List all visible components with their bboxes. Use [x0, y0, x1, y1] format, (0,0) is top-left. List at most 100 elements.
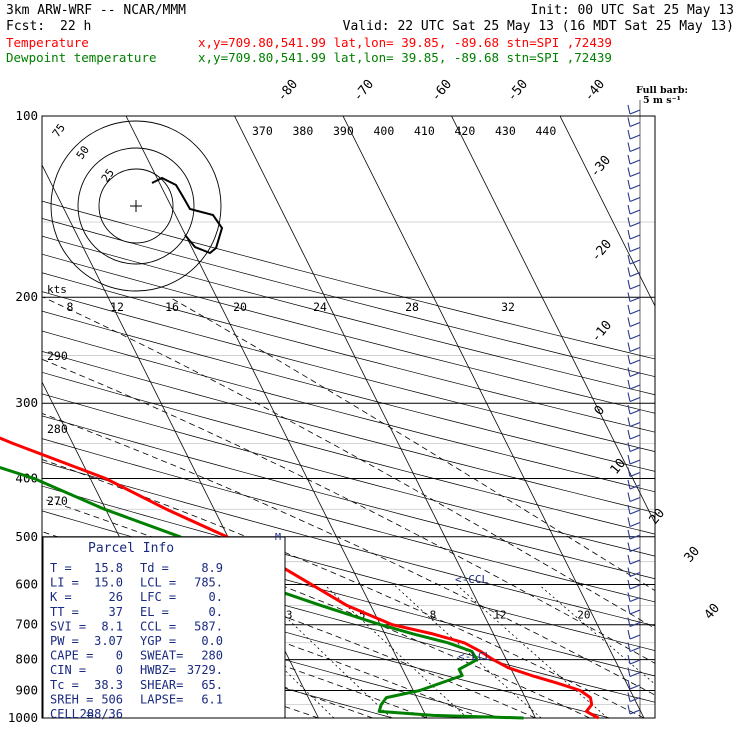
wind-barb — [627, 267, 641, 278]
wind-barb-shaft — [629, 184, 641, 190]
wind-barb — [627, 392, 641, 403]
theta-label: 420 — [455, 124, 476, 138]
theta-label: 430 — [495, 124, 516, 138]
parcel-info-key: CCL = — [140, 619, 176, 633]
wind-barb-flag — [627, 179, 631, 190]
parcel-info-value: 785. — [194, 576, 223, 590]
parcel-info-value: 15.8 — [94, 561, 123, 575]
wind-barb — [627, 117, 641, 128]
legend-temperature: Temperature — [6, 35, 89, 50]
wind-barb — [627, 704, 641, 715]
theta-label: 380 — [293, 124, 314, 138]
wind-barb — [627, 279, 641, 290]
isotherm-line — [342, 116, 645, 718]
wind-barb-flag — [627, 417, 631, 427]
wind-barb-flag — [627, 304, 631, 315]
dry-adiabat-line — [42, 485, 655, 651]
wind-barb-shaft — [629, 209, 641, 215]
wind-barb-flag — [627, 217, 631, 227]
wind-barb-shaft — [629, 634, 641, 640]
wind-barb-shaft — [629, 559, 641, 565]
parcel-info-value: 0 — [116, 663, 123, 677]
wind-barb — [627, 342, 641, 353]
parcel-info-key: SREH = — [50, 692, 93, 706]
wind-barb — [627, 454, 641, 465]
wind-barb-shaft — [629, 609, 641, 615]
pressure-tick-label: 300 — [15, 395, 38, 410]
wind-barb — [627, 192, 641, 203]
moist-adiabat-line — [42, 459, 645, 718]
wind-barb — [627, 692, 641, 703]
parcel-info-key: LCL = — [140, 576, 176, 590]
wind-barb-shaft — [629, 434, 641, 440]
parcel-info-value: 8.9 — [201, 561, 223, 575]
wind-barb — [627, 654, 641, 665]
wind-barb-flag — [627, 104, 631, 115]
hodograph-center — [130, 200, 142, 212]
wind-barb — [627, 179, 641, 190]
wind-barb — [627, 667, 641, 678]
hodograph-speed-label: 16 — [165, 300, 179, 314]
wind-barb — [627, 417, 641, 428]
wind-barb — [627, 292, 641, 303]
wind-barb-flag — [627, 654, 631, 665]
dry-adiabat-line — [42, 253, 655, 414]
wind-barb — [627, 329, 641, 340]
wind-barb-shaft — [629, 596, 641, 603]
wind-barb-shaft — [629, 371, 641, 378]
wind-barb — [627, 217, 641, 228]
wind-barb — [627, 604, 641, 615]
wind-barb — [627, 567, 641, 578]
wind-barb-flag — [627, 167, 631, 177]
wind-barb-shaft — [629, 646, 641, 653]
wind-barb-flag — [627, 679, 631, 690]
theta-label: 390 — [333, 124, 354, 138]
wind-barb-shaft — [629, 471, 641, 478]
wind-barb-shaft — [629, 521, 641, 528]
chart-layers: 2358122075502510020030040050060070080090… — [0, 77, 723, 725]
wind-barb-shaft — [629, 684, 641, 690]
wind-barb-shaft — [629, 696, 641, 703]
parcel-info-key: PW = — [50, 634, 79, 648]
wind-barb-flag — [627, 442, 631, 452]
moist-adiabat-line — [169, 296, 655, 592]
hodograph-speed-label: 32 — [501, 300, 515, 314]
wind-barb — [627, 554, 641, 565]
parcel-info-key: SWEAT= — [140, 649, 183, 663]
wind-barb-flag — [627, 579, 631, 590]
parcel-info-value: 26 — [109, 590, 123, 604]
wind-barb-shaft — [629, 146, 641, 153]
theta-side-label: 290 — [47, 349, 68, 363]
wind-barb-flag — [627, 504, 631, 515]
wind-barb-shaft — [629, 546, 641, 553]
lfc-marker: M — [275, 532, 281, 543]
wind-barb-flag — [627, 379, 631, 390]
wind-barb — [627, 129, 641, 140]
wind-barb-flag — [627, 192, 631, 202]
dry-adiabat-line — [42, 310, 655, 472]
theta-label: 440 — [536, 124, 557, 138]
parcel-info-key: CIN = — [50, 663, 86, 677]
parcel-info-value: 506 — [101, 692, 123, 706]
wind-barb-shaft — [629, 671, 641, 678]
wind-barb-flag — [627, 117, 631, 127]
wind-barb-flag — [627, 479, 631, 490]
parcel-info-key: SVI = — [50, 619, 86, 633]
wind-barb-flag — [627, 542, 631, 552]
hodograph-trace — [151, 176, 224, 255]
wind-barb-shaft — [629, 234, 641, 240]
full-barb-label: Full barb: — [636, 85, 688, 96]
wind-barb-shaft — [629, 446, 641, 453]
wind-barb-flag — [627, 342, 631, 352]
wind-barb-flag — [627, 604, 631, 615]
wind-barb-flag — [627, 467, 631, 477]
wind-barb-shaft — [629, 134, 641, 140]
parcel-info-value: 0. — [209, 605, 223, 619]
wind-barb — [627, 492, 641, 503]
hodograph-speed-label: 24 — [313, 300, 327, 314]
mixing-ratio-label: 8 — [430, 609, 437, 622]
wind-barb-flag — [627, 492, 631, 502]
parcel-info-title: Parcel Info — [88, 541, 174, 556]
wind-barb-flag — [627, 642, 631, 652]
